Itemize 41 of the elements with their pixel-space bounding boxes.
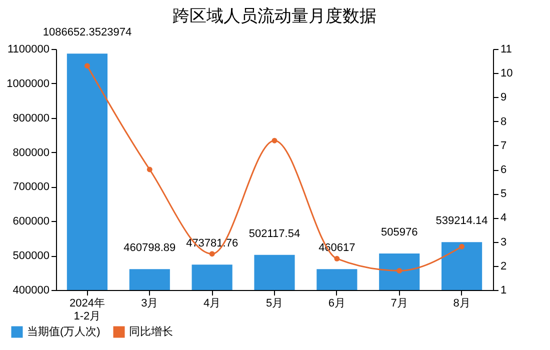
legend-label: 同比增长 (129, 325, 173, 338)
x-tick-label: 4月 (204, 298, 221, 310)
data-label: 502117.54 (248, 228, 300, 240)
legend-label: 当期值(万人次) (27, 326, 100, 338)
y2-tick-label: 5 (500, 188, 507, 200)
y2-tick-label: 9 (500, 92, 507, 104)
x-tick-label: 8月 (453, 298, 470, 310)
point (334, 256, 340, 262)
chart-title: 跨区域人员流动量月度数据 (172, 6, 376, 26)
y2-tick-label: 4 (500, 212, 507, 224)
y2-tick-label: 3 (500, 236, 507, 248)
y2-tick-label: 2 (500, 260, 507, 272)
y2-tick-label: 1 (500, 284, 507, 296)
point (396, 268, 402, 274)
y2-tick-label: 10 (500, 68, 513, 80)
x-tick-label: 2024年 1-2月 (69, 298, 105, 322)
point (272, 138, 278, 144)
x-tick-label: 7月 (390, 298, 408, 310)
point (209, 251, 215, 257)
y2-tick-label: 11 (500, 44, 512, 56)
point (146, 166, 152, 172)
y2-tick-label: 8 (500, 116, 507, 128)
data-label: 460798.89 (124, 242, 176, 254)
y-tick-label: 700000 (12, 181, 50, 194)
point (84, 63, 90, 69)
y-tick-label: 800000 (12, 146, 50, 159)
y2-tick-label: 6 (500, 164, 507, 176)
point (459, 244, 465, 250)
x-tick-label: 6月 (328, 298, 346, 310)
y-tick-label: 1000000 (6, 78, 50, 90)
y2-tick-label: 7 (500, 140, 507, 152)
y-tick-label: 900000 (12, 112, 50, 124)
data-label: 505976 (381, 226, 418, 239)
y-tick-label: 500000 (12, 250, 50, 262)
y-tick-label: 600000 (12, 216, 50, 228)
x-tick-label: 3月 (141, 298, 158, 310)
y-tick-label: 400000 (12, 284, 50, 296)
data-label: 539214.14 (436, 215, 488, 228)
data-label: 1086652.3523974 (42, 26, 132, 39)
x-tick-label: 5月 (266, 298, 284, 310)
y-tick-label: 1100000 (7, 44, 50, 56)
